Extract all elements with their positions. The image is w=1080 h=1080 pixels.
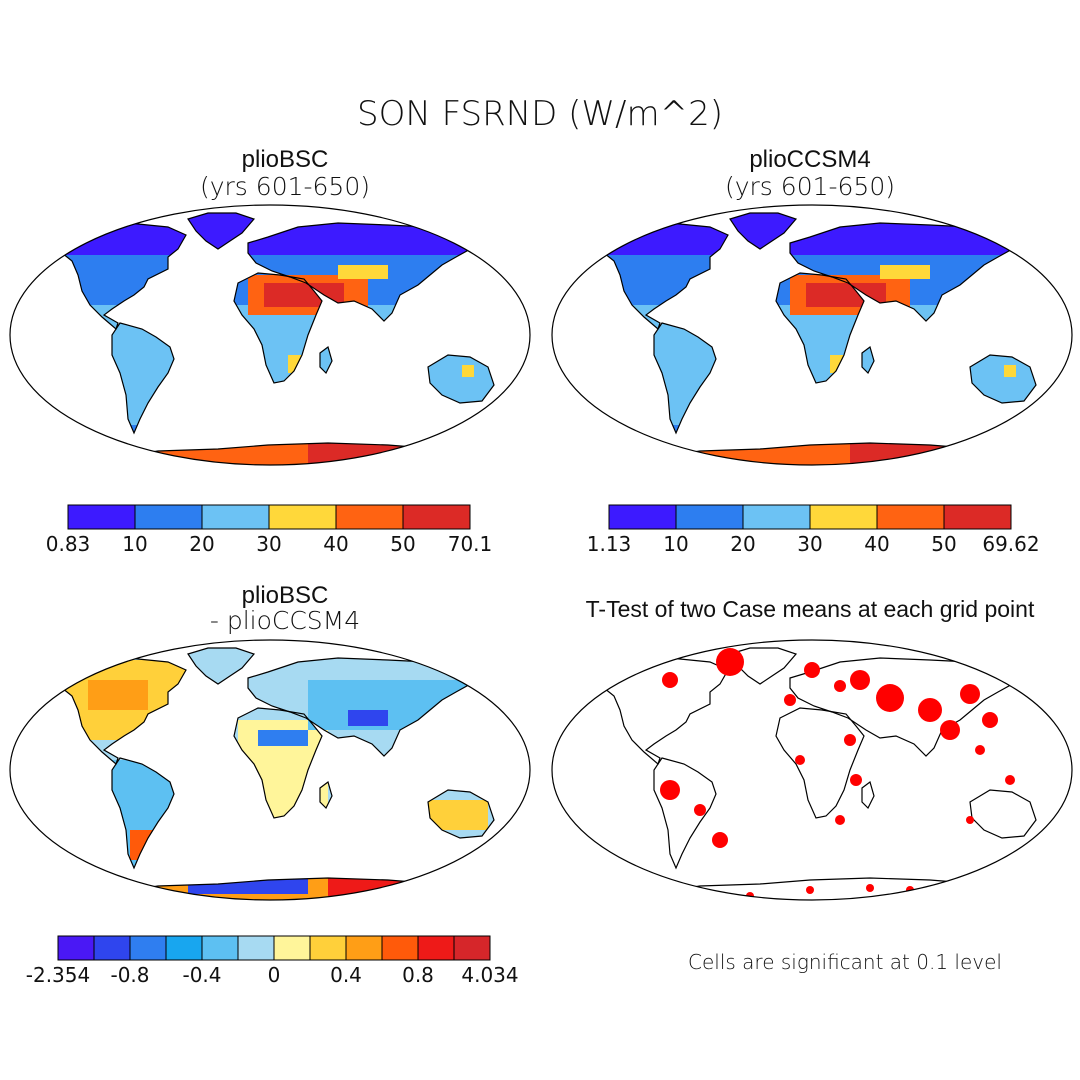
significance-cell [966,816,974,824]
panel-subtitle-top-left: (yrs 601-650) [199,172,370,201]
significance-cell [850,774,862,786]
colorbar-tick-label: 4.034 [461,963,518,987]
colorbar-swatch [57,935,95,961]
significance-cell [795,755,805,765]
significance-cell [982,712,998,728]
significance-cell [784,694,796,706]
colorbar-tick-label: 10 [122,532,147,556]
colorbar-tick-label: -0.4 [182,963,221,987]
colorbar-tick-label: 20 [730,532,755,556]
significance-cell [866,884,874,892]
significance-cell [696,890,704,898]
colorbar-swatch [608,504,677,530]
panel-title-top-left: plioBSC [241,146,329,173]
colorbar-swatch [273,935,311,961]
significance-cell [712,832,728,848]
colorbar-tick-label: 30 [797,532,822,556]
significance-cell [660,780,680,800]
colorbar-tick-label: 0.8 [402,963,434,987]
map-top-left [9,204,531,466]
colorbar-top-right: 1.13 10 20 30 40 50 69.62 [587,504,1040,556]
colorbar-swatch [134,504,203,530]
significance-cell [804,662,820,678]
panel-title-bottom-right: T-Test of two Case means at each grid po… [585,596,1035,622]
colorbar-tick-label: 69.62 [982,532,1039,556]
colorbar-tick-label: 1.13 [587,532,632,556]
colorbar-tick-label: 30 [256,532,281,556]
colorbar-swatch [381,935,419,961]
colorbar-tick-label: -0.8 [110,963,149,987]
colorbar-swatch [402,504,471,530]
panel-subtitle-bottom-left: - plioCCSM4 [209,606,361,635]
significance-cell [612,656,632,676]
colorbar-tick-label: 0 [268,963,281,987]
colorbar-swatch [129,935,167,961]
panel-subtitle-top-right: (yrs 601-650) [724,172,895,201]
colorbar-swatch [237,935,275,961]
colorbar-tick-label: 10 [663,532,688,556]
significance-cell [960,684,980,704]
significance-cell [940,720,960,740]
colorbar-swatch [742,504,811,530]
colorbar-tick-label: 50 [931,532,956,556]
colorbar-swatch [268,504,337,530]
colorbar-tick-label: 0.83 [46,532,91,556]
colorbar-swatch [809,504,878,530]
significance-cell [975,745,985,755]
significance-cell [716,648,744,676]
colorbar-swatch [876,504,945,530]
colorbar-bottom-left: -2.354 -0.8 -0.4 0 0.4 0.8 4.034 [26,935,519,987]
significance-footnote: Cells are significant at 0.1 level [688,950,1002,974]
colorbar-tick-label: -2.354 [26,963,90,987]
panel-title-top-right: plioCCSM4 [749,146,871,173]
colorbar-tick-label: 50 [390,532,415,556]
colorbar-swatch [201,935,239,961]
colorbar-swatch [943,504,1012,530]
significance-cell [918,698,942,722]
colorbar-tick-label: 70.1 [448,532,493,556]
colorbar-swatch [93,935,131,961]
significance-cell [806,886,814,894]
colorbar-tick-label: 0.4 [330,963,362,987]
colorbar-swatch [309,935,347,961]
significance-cell [1005,775,1015,785]
colorbar-swatch [67,504,136,530]
colorbar-swatch [453,935,491,961]
colorbar-swatch [675,504,744,530]
significance-cell [694,804,706,816]
significance-cell [876,684,904,712]
map-bottom-left [9,639,531,901]
colorbar-swatch [165,935,203,961]
figure-title: SON FSRND (W/m^2) [356,94,723,134]
colorbar-swatch [345,935,383,961]
colorbar-tick-label: 40 [323,532,348,556]
colorbar-swatch [417,935,455,961]
significance-cell [850,670,870,690]
colorbar-tick-label: 20 [189,532,214,556]
significance-cell [662,672,678,688]
colorbar-tick-label: 40 [864,532,889,556]
colorbar-swatch [201,504,270,530]
map-bottom-right [551,639,1073,901]
significance-cell [844,734,856,746]
map-top-right [551,204,1073,466]
colorbar-top-left: 0.83 10 20 30 40 50 70.1 [46,504,493,556]
colorbar-swatch [335,504,404,530]
panel-title-bottom-left: plioBSC [241,582,329,609]
significance-cell [835,815,845,825]
significance-cell [834,680,846,692]
